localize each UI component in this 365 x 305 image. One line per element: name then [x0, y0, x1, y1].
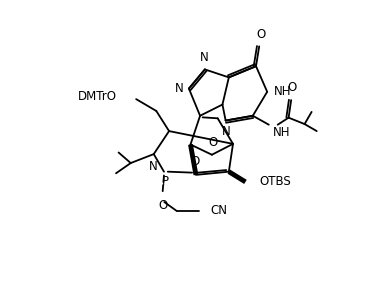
- Text: DMTrO: DMTrO: [78, 90, 117, 103]
- Text: P: P: [161, 175, 168, 188]
- Text: CN: CN: [210, 204, 227, 217]
- Text: O: O: [208, 136, 218, 149]
- Text: N: N: [222, 125, 231, 138]
- Text: NH: NH: [274, 85, 292, 98]
- Text: O: O: [288, 81, 297, 94]
- Text: OTBS: OTBS: [259, 175, 291, 188]
- Text: O: O: [159, 199, 168, 212]
- Text: O: O: [190, 155, 199, 168]
- Text: NH: NH: [273, 126, 290, 139]
- Text: N: N: [174, 82, 183, 95]
- Text: N: N: [149, 160, 157, 174]
- Text: O: O: [256, 28, 265, 41]
- Text: N: N: [200, 51, 209, 64]
